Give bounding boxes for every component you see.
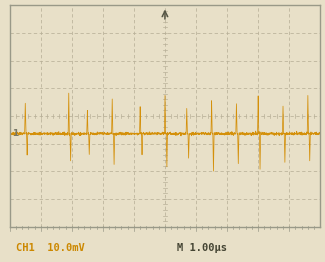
Text: M 1.00μs: M 1.00μs — [177, 243, 228, 253]
Text: CH1  10.0mV: CH1 10.0mV — [16, 243, 85, 253]
Text: 1: 1 — [12, 129, 19, 138]
